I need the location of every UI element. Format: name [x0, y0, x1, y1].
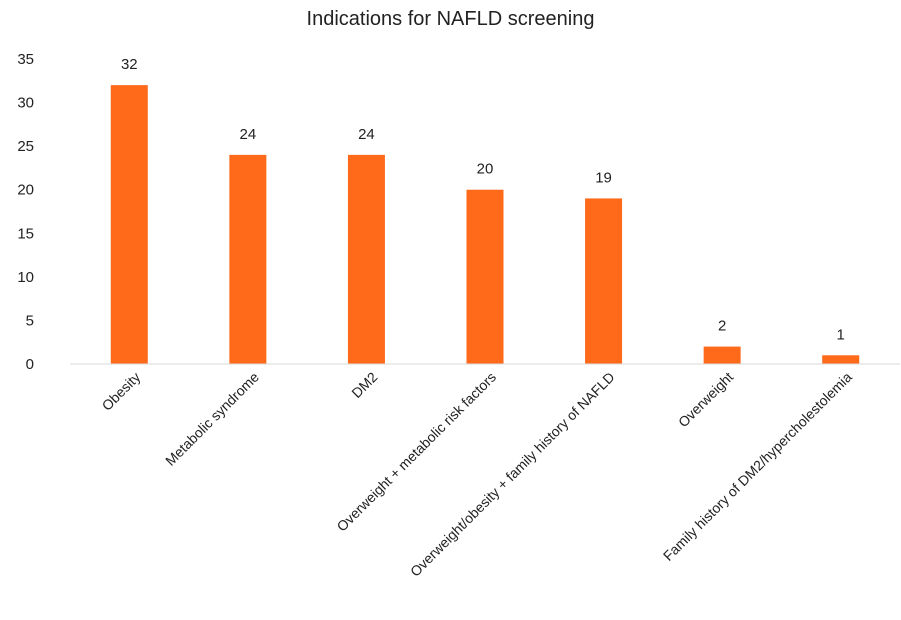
data-label: 19 — [595, 169, 612, 186]
x-tick-label: Family history of DM2/hypercholestolemia — [660, 369, 855, 564]
x-tick-label: Overweight — [675, 369, 736, 430]
x-tick-label: DM2 — [348, 369, 380, 401]
y-tick-label: 5 — [26, 312, 34, 329]
bar-5 — [585, 198, 623, 364]
chart-title: Indications for NAFLD screening — [306, 8, 595, 30]
x-tick-label: Obesity — [99, 369, 144, 414]
bars — [110, 85, 860, 365]
y-tick-label: 10 — [17, 269, 34, 286]
x-tick-label: Metabolic syndrome — [162, 369, 262, 469]
y-tick-label: 30 — [17, 95, 34, 112]
y-tick-label: 0 — [26, 356, 34, 373]
x-tick-label: Overweight/obesity + family history of N… — [407, 369, 618, 580]
y-tick-label: 15 — [17, 225, 34, 242]
data-label: 20 — [477, 161, 494, 178]
y-tick-label: 35 — [17, 51, 34, 68]
data-label: 2 — [718, 318, 726, 335]
bar-7 — [822, 355, 860, 364]
data-labels: 32 24 24 20 19 2 1 — [121, 56, 845, 343]
data-label: 24 — [240, 126, 257, 143]
y-tick-label: 20 — [17, 182, 34, 199]
bar-6 — [703, 346, 741, 364]
data-label: 24 — [358, 126, 375, 143]
y-tick-label: 25 — [17, 138, 34, 155]
bar-3 — [347, 154, 385, 364]
data-label: 1 — [837, 326, 845, 343]
data-label: 32 — [121, 56, 138, 73]
bar-1 — [110, 85, 148, 365]
bar-2 — [229, 154, 267, 364]
bar-4 — [466, 189, 504, 364]
y-axis: 0 5 10 15 20 25 30 35 — [17, 51, 34, 373]
